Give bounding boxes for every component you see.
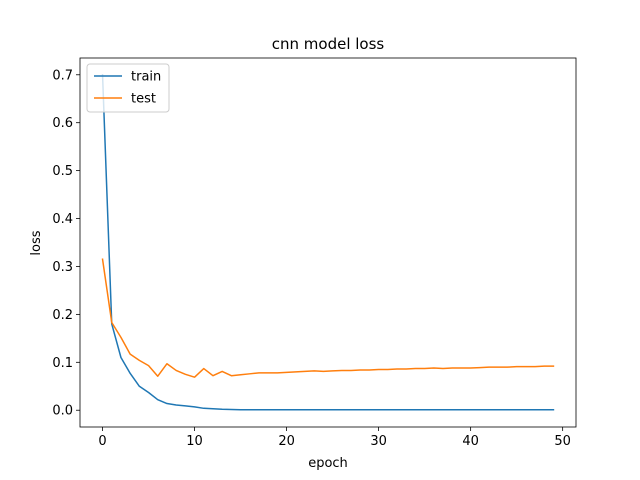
x-tick-label: 20 <box>278 434 295 449</box>
y-tick-label: 0.3 <box>52 260 73 275</box>
x-tick-label: 10 <box>186 434 203 449</box>
y-tick-label: 0.2 <box>52 308 73 323</box>
series-line-train <box>101 73 555 411</box>
y-tick-label: 0.0 <box>52 404 73 419</box>
legend-label-train: train <box>131 70 161 85</box>
x-tick-label: 50 <box>554 434 571 449</box>
x-tick-label: 0 <box>98 434 106 449</box>
series-line-test <box>101 258 555 378</box>
y-axis-label: loss <box>29 230 44 255</box>
y-tick-label: 0.7 <box>52 68 73 83</box>
x-tick-label: 30 <box>370 434 387 449</box>
y-tick-label: 0.6 <box>52 116 73 131</box>
y-tick-label: 0.1 <box>52 356 73 371</box>
y-tick-label: 0.5 <box>52 164 73 179</box>
plot-frame <box>79 57 577 428</box>
legend-label-test: test <box>131 92 156 107</box>
x-tick-label: 40 <box>462 434 479 449</box>
y-tick-label: 0.4 <box>52 212 73 227</box>
x-axis-label: epoch <box>308 456 348 471</box>
chart-title: cnn model loss <box>272 35 385 53</box>
legend: train test <box>86 63 170 113</box>
plot-background <box>80 58 576 427</box>
plot-area: 0 10 20 30 40 50 0.0 0.1 0.2 0.3 0.4 0.5 0.6 0.7 train… <box>52 57 577 449</box>
